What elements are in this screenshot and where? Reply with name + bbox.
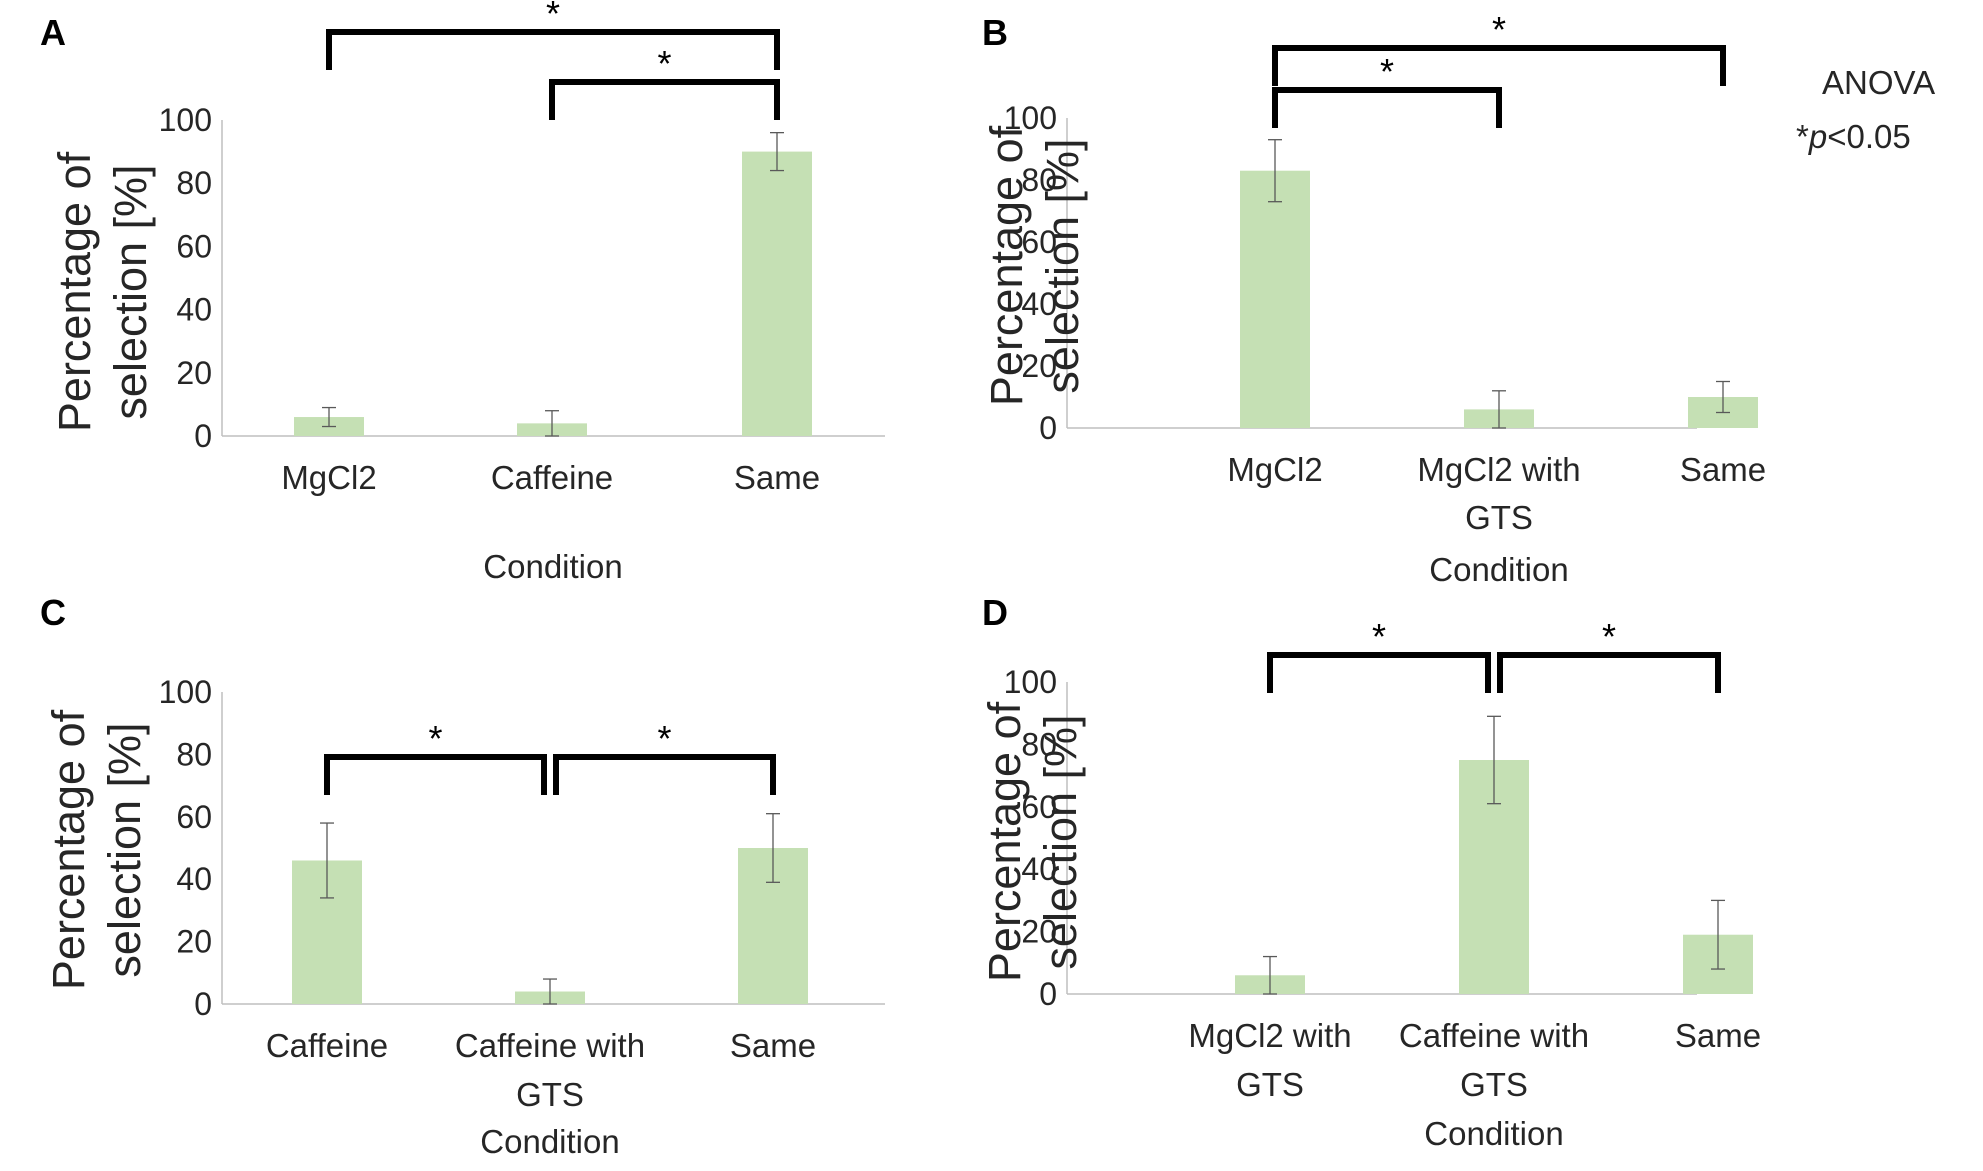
- panel-label: D: [982, 592, 1008, 633]
- error-bar: [1487, 715, 1501, 805]
- significance-bracket: *: [1272, 51, 1502, 128]
- y-axis-label-line: selection [%]: [1035, 714, 1086, 969]
- y-tick-label: 20: [176, 355, 212, 391]
- y-tick-label: 20: [1021, 914, 1057, 950]
- anova-annotation: ANOVA *p<0.05: [1796, 64, 1935, 155]
- significance-note: *p<0.05: [1796, 118, 1911, 155]
- y-tick-label: 0: [194, 418, 212, 454]
- error-bar: [545, 410, 559, 437]
- significance-star: *: [546, 0, 560, 34]
- significance-bracket: *: [324, 718, 547, 795]
- significance-bracket: *: [1497, 616, 1721, 693]
- significance-p: p: [1808, 118, 1827, 155]
- y-tick-label: 40: [176, 292, 212, 328]
- y-tick-label: 60: [176, 228, 212, 264]
- y-tick-label: 0: [1039, 976, 1057, 1012]
- category-label: MgCl2 with GTS: [1188, 1017, 1351, 1103]
- y-tick-label: 60: [1021, 224, 1057, 260]
- y-axis-label: Percentage of selection [%]: [49, 151, 156, 432]
- significance-star: *: [1602, 616, 1616, 657]
- panel-label: A: [40, 12, 66, 53]
- significance-star: *: [1492, 9, 1506, 50]
- category-label: MgCl2 with GTS: [1417, 451, 1580, 536]
- panel-label: C: [40, 592, 66, 633]
- error-bar: [320, 822, 334, 899]
- significance-threshold: <0.05: [1827, 118, 1911, 155]
- category-label: Caffeine: [491, 459, 613, 496]
- y-axis-label-line: selection [%]: [1037, 138, 1088, 393]
- y-tick-label: 80: [176, 736, 212, 772]
- y-axis-label-line: selection [%]: [99, 722, 150, 977]
- error-bar: [1492, 390, 1506, 429]
- error-bar: [322, 406, 336, 428]
- error-bar: [1268, 139, 1282, 203]
- y-tick-label: 80: [176, 165, 212, 201]
- y-tick-label: 60: [1021, 789, 1057, 825]
- significance-bracket: *: [1267, 616, 1491, 693]
- error-bar: [770, 131, 784, 172]
- x-axis-label: Condition: [1424, 1115, 1563, 1152]
- y-axis-label: Percentage of selection [%]: [43, 709, 150, 990]
- significance-bracket: *: [549, 43, 780, 120]
- category-label: Caffeine with GTS: [455, 1027, 645, 1113]
- y-tick-label: 40: [1021, 286, 1057, 322]
- error-bar: [1711, 899, 1725, 970]
- anova-label: ANOVA: [1822, 64, 1935, 101]
- y-tick-label: 100: [1004, 100, 1057, 136]
- y-tick-label: 20: [1021, 348, 1057, 384]
- bar: [1240, 170, 1310, 428]
- error-bar: [543, 978, 557, 1005]
- significance-star: *: [657, 718, 671, 759]
- bar: [742, 151, 812, 436]
- category-label: Caffeine with GTS: [1399, 1017, 1589, 1103]
- significance-bracket: *: [553, 718, 776, 795]
- y-axis-label-line: Percentage of: [979, 701, 1030, 982]
- significance-bracket: *: [326, 0, 780, 70]
- y-tick-label: 20: [176, 924, 212, 960]
- y-axis-label-line: Percentage of: [981, 125, 1032, 406]
- category-label: Same: [734, 459, 820, 496]
- category-label: MgCl2: [1227, 451, 1322, 488]
- y-tick-label: 100: [1004, 664, 1057, 700]
- significance-star: *: [1372, 616, 1386, 657]
- significance-star: *: [1796, 118, 1809, 155]
- category-label: Same: [730, 1027, 816, 1064]
- y-tick-label: 40: [1021, 851, 1057, 887]
- y-axis-label-line: Percentage of: [43, 709, 94, 990]
- y-tick-label: 40: [176, 861, 212, 897]
- error-bar: [1716, 380, 1730, 414]
- y-tick-label: 0: [1039, 410, 1057, 446]
- y-tick-label: 60: [176, 799, 212, 835]
- category-label: Caffeine: [266, 1027, 388, 1064]
- panel-label: B: [982, 12, 1008, 53]
- y-tick-label: 100: [159, 674, 212, 710]
- y-tick-label: 80: [1021, 162, 1057, 198]
- error-bar: [1263, 955, 1277, 995]
- significance-bracket: *: [1272, 9, 1726, 86]
- y-tick-label: 80: [1021, 726, 1057, 762]
- category-label: MgCl2: [281, 459, 376, 496]
- y-axis-label: Percentage of selection [%]: [979, 701, 1086, 982]
- category-label: Same: [1680, 451, 1766, 488]
- x-axis-label: Condition: [1429, 551, 1568, 588]
- y-tick-label: 0: [194, 986, 212, 1022]
- y-axis-label-line: Percentage of: [49, 151, 100, 432]
- error-bar: [766, 813, 780, 883]
- y-tick-label: 100: [159, 102, 212, 138]
- y-axis-label-line: selection [%]: [105, 164, 156, 419]
- x-axis-label: Condition: [483, 548, 622, 585]
- significance-star: *: [428, 718, 442, 759]
- significance-star: *: [657, 43, 671, 84]
- x-axis-label: Condition: [480, 1123, 619, 1160]
- y-axis-label: Percentage of selection [%]: [981, 125, 1088, 406]
- category-label: Same: [1675, 1017, 1761, 1054]
- significance-star: *: [1380, 51, 1394, 92]
